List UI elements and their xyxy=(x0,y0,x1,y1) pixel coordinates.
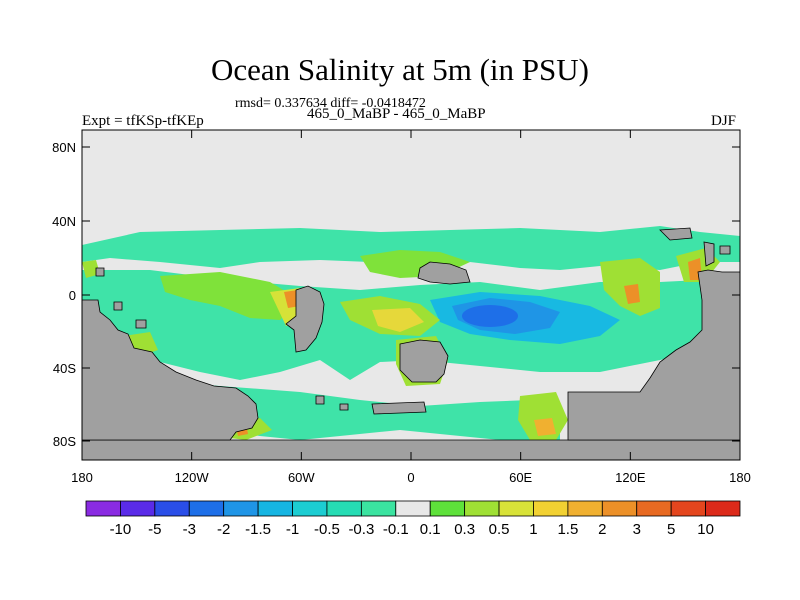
land-central-continent xyxy=(285,285,325,353)
positive-patch-5 xyxy=(372,308,424,332)
land-ne-island xyxy=(659,227,693,241)
lat-label: 40S xyxy=(53,361,76,376)
colorbar-box xyxy=(154,500,190,517)
teal-band-north xyxy=(82,226,740,270)
colorbar-label: -0.3 xyxy=(348,521,374,538)
lon-label: 0 xyxy=(407,470,414,485)
land-west-continent xyxy=(81,299,259,441)
colorbar-label: -0.5 xyxy=(314,521,340,538)
colorbar-label: -2 xyxy=(217,521,230,538)
land-south-strip xyxy=(371,401,427,415)
positive-patch-1 xyxy=(160,272,300,320)
lat-label: 80N xyxy=(52,140,76,155)
case-label: 465_0_MaBP - 465_0_MaBP xyxy=(307,106,486,122)
colorbar: -10 -5 -3 -2 -1.5 -1 -0.5 -0.3 -0.1 0.1 0.3 0.5 1 1.5… xyxy=(85,500,741,538)
colorbar-box xyxy=(601,500,638,517)
colorbar-box xyxy=(85,500,121,517)
season-label: DJF xyxy=(711,113,737,129)
colorbar-box xyxy=(120,500,156,517)
lon-label: 120W xyxy=(175,470,210,485)
neutral-gap-north xyxy=(230,262,400,280)
colorbar-label: 0.1 xyxy=(420,521,441,538)
neutral-gap-south xyxy=(450,372,660,398)
map-title: Ocean Salinity at 5m (in PSU) xyxy=(211,52,589,87)
colorbar-label: 10 xyxy=(697,521,714,538)
colorbar-box xyxy=(498,500,534,517)
colorbar-label: -5 xyxy=(148,521,161,538)
colorbar-box xyxy=(257,500,293,517)
lat-label: 80S xyxy=(53,434,76,449)
salinity-field xyxy=(82,226,740,442)
colorbar-box xyxy=(188,500,225,517)
land-small-island-4 xyxy=(315,395,325,405)
lat-label: 0 xyxy=(69,288,76,303)
colorbar-label: 0.3 xyxy=(454,521,475,538)
blue-core xyxy=(462,305,518,327)
land-central-island xyxy=(399,339,449,383)
positive-patch-18 xyxy=(82,260,100,278)
colorbar-box xyxy=(464,500,500,517)
colorbar-box xyxy=(670,500,706,517)
lon-label: 180 xyxy=(729,470,751,485)
colorbar-box xyxy=(326,500,362,517)
land-small-island-5 xyxy=(339,403,349,411)
colorbar-label: 5 xyxy=(667,521,675,538)
land-small-island-3 xyxy=(113,301,123,311)
land-small-island-6 xyxy=(719,245,731,255)
land-small-island-2 xyxy=(95,267,105,277)
colorbar-label: -1.5 xyxy=(245,521,271,538)
colorbar-label: -10 xyxy=(110,521,132,538)
land-ne-peninsula xyxy=(703,241,715,267)
lon-label: 180 xyxy=(71,470,93,485)
land-small-island-1 xyxy=(135,319,147,329)
colorbar-box xyxy=(636,500,672,517)
latitude-axis: 80N 40N 0 40S 80S xyxy=(52,140,740,449)
colorbar-box xyxy=(705,500,741,517)
colorbar-box xyxy=(429,500,466,517)
positive-patch-14 xyxy=(534,418,556,436)
lon-label: 60W xyxy=(288,470,315,485)
colorbar-label: 0.5 xyxy=(489,521,510,538)
colorbar-label: 3 xyxy=(633,521,641,538)
positive-patch-13 xyxy=(518,392,568,440)
lat-label: 40N xyxy=(52,214,76,229)
colorbar-label: -0.1 xyxy=(383,521,409,538)
colorbar-box xyxy=(533,500,569,517)
colorbar-label: 1 xyxy=(529,521,537,538)
colorbar-box xyxy=(360,500,397,517)
experiment-label: Expt = tfKSp-tfKEp xyxy=(82,113,204,129)
positive-patch-8 xyxy=(624,284,640,304)
colorbar-box xyxy=(292,500,328,517)
lon-label: 120E xyxy=(615,470,646,485)
colorbar-box xyxy=(395,500,431,517)
longitude-axis: 180 120W 60W 0 60E 120E 180 xyxy=(71,130,751,485)
colorbar-label: -1 xyxy=(286,521,299,538)
colorbar-label: 2 xyxy=(598,521,606,538)
stats-line: rmsd= 0.337634 diff= -0.0418472 xyxy=(235,96,426,111)
land-north-block xyxy=(417,261,471,285)
colorbar-box xyxy=(567,500,603,517)
colorbar-label: -3 xyxy=(183,521,196,538)
lon-label: 60E xyxy=(509,470,532,485)
colorbar-label: 1.5 xyxy=(557,521,578,538)
colorbar-box xyxy=(223,500,259,517)
land-masses xyxy=(81,227,741,461)
